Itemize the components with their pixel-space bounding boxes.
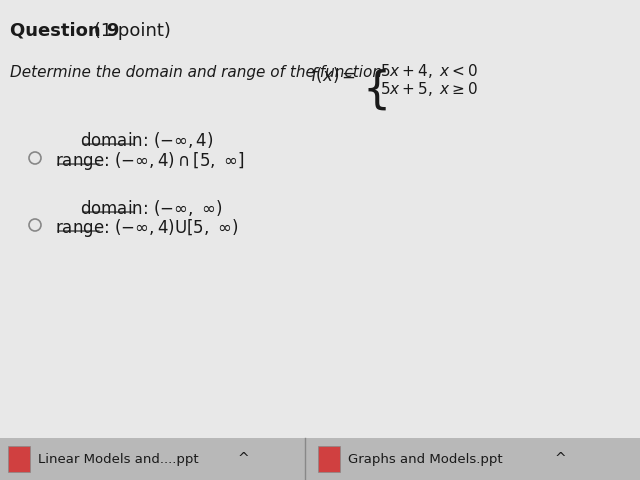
Text: ^: ^: [238, 452, 250, 466]
Text: range: $(-\infty, 4)\cap[5,\ \infty]$: range: $(-\infty, 4)\cap[5,\ \infty]$: [55, 150, 244, 172]
Text: $f(x)=$: $f(x)=$: [310, 65, 356, 85]
Text: domain: $(-\infty,\ \infty)$: domain: $(-\infty,\ \infty)$: [80, 198, 222, 218]
Text: ^: ^: [555, 452, 566, 466]
Text: Determine the domain and range of the function: Determine the domain and range of the fu…: [10, 65, 387, 80]
Text: (1 point): (1 point): [88, 22, 171, 40]
FancyBboxPatch shape: [0, 438, 640, 480]
Text: Linear Models and....ppt: Linear Models and....ppt: [38, 453, 198, 466]
Text: Question 9: Question 9: [10, 22, 120, 40]
Text: domain: $(-\infty, 4)$: domain: $(-\infty, 4)$: [80, 130, 214, 150]
Text: range: $(-\infty, 4)\mathrm{U}[5,\ \infty)$: range: $(-\infty, 4)\mathrm{U}[5,\ \inft…: [55, 217, 238, 239]
Text: Graphs and Models.ppt: Graphs and Models.ppt: [348, 453, 502, 466]
Text: $5x+5,\ x\geq 0$: $5x+5,\ x\geq 0$: [380, 80, 478, 98]
FancyBboxPatch shape: [318, 446, 340, 472]
Text: {: {: [362, 69, 390, 112]
Text: $5x+4,\ x<0$: $5x+4,\ x<0$: [380, 62, 478, 80]
FancyBboxPatch shape: [8, 446, 30, 472]
